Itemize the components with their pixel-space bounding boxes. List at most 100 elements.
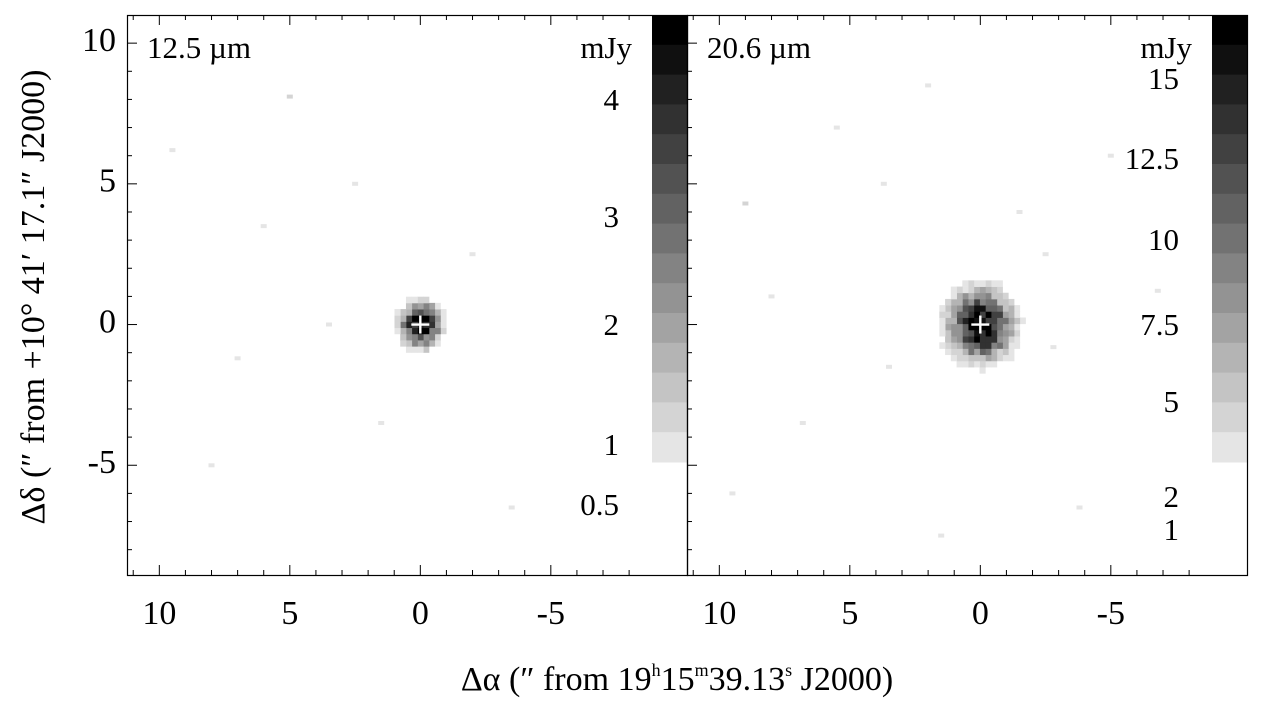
source-pixel [1013,311,1021,318]
source-pixel [985,292,992,300]
source-pixel [996,323,1003,331]
source-pixel [411,333,418,341]
source-pixel [1002,336,1009,343]
colorbar-tick-label: 0.5 [580,487,619,522]
source-pixel [945,317,952,325]
x-tick-label: 10 [142,595,176,632]
colorbar-step [652,44,687,76]
source-pixel [411,327,418,335]
source-pixel [996,311,1003,318]
colorbar-step [1212,283,1247,314]
source-pixel [962,317,969,325]
noise-speckle [729,491,736,496]
y-tick-label: 10 [82,22,116,59]
noise-speckle [768,294,775,299]
source-pixel [405,309,413,316]
source-pixel [962,360,969,368]
source-pixel [1008,329,1015,337]
noise-speckle [742,201,749,206]
colorbar-tick-label: 12.5 [1125,141,1179,176]
source-pixel [973,329,980,337]
colorbar-step [652,342,687,374]
colorbar-step [1212,193,1247,225]
source-pixel [956,336,963,343]
source-pixel [1008,323,1015,331]
source-pixel [973,336,980,343]
source-pixel [985,329,992,337]
source-pixel [400,309,407,316]
noise-speckle [326,322,332,327]
source-pixel [411,302,418,310]
source-pixel [950,298,957,306]
source-pixel [973,348,980,356]
source-pixel [1002,292,1009,300]
source-pixel [962,354,969,362]
source-pixel [1008,317,1015,325]
source-pixel [939,311,946,318]
source-pixel [956,305,963,312]
colorbar-tick-label: 7.5 [1140,307,1179,342]
source-pixel [400,333,407,341]
colorbar-step [1212,134,1247,165]
source-pixel [973,292,980,300]
noise-speckle [1050,345,1057,350]
source-pixel [968,348,975,356]
source-pixel [440,327,447,335]
source-pixel [1002,317,1009,325]
source-pixel [985,305,992,312]
source-pixel [991,342,998,349]
source-pixel [991,348,998,356]
colorbar-step [1212,44,1247,76]
source-pixel [956,311,963,318]
noise-speckle [1016,210,1023,214]
source-pixel [979,305,986,312]
source-pixel [985,311,992,318]
colorbar-step [652,223,687,254]
source-pixel [950,286,957,294]
source-pixel [962,336,969,343]
source-pixel [405,340,413,347]
source-pixel [996,348,1003,356]
colorbar-tick-label: 15 [1148,61,1179,96]
source-pixel [962,305,969,312]
source-pixel [962,311,969,318]
source-pixel [394,327,401,335]
source-pixel [968,336,975,343]
source-pixel [423,309,430,316]
source-pixel [991,336,998,343]
colorbar-step [652,104,687,135]
x-tick-label: 5 [281,595,298,632]
source-pixel [968,298,975,306]
source-pixel [956,292,963,300]
source-pixel [985,280,992,287]
colorbar-tick-label: 2 [1164,479,1180,514]
source-pixel [411,340,418,347]
source-pixel [411,346,418,353]
source-pixel [1008,354,1015,362]
source-pixel [417,346,424,353]
colorbar-step [1212,104,1247,135]
source-pixel [973,342,980,349]
source-pixel [1013,329,1021,337]
source-pixel [428,302,436,310]
tick-layer [127,15,1190,575]
source-pixel [939,342,946,349]
colorbar-step [652,402,687,433]
source-pixel [979,367,986,374]
source-pixel [394,315,401,322]
source-pixel [962,280,969,287]
source-pixel [945,311,952,318]
source-pixel [1002,298,1009,306]
source-pixel [1002,311,1009,318]
source-pixel [973,311,980,318]
colorbar-step [652,253,687,284]
source-pixel [968,292,975,300]
source-pixel [950,323,957,331]
source-pixel [1008,336,1015,343]
x-tick-label: 0 [972,595,989,632]
y-axis-title: Δδ (″ from +10° 41′ 17.1″ J2000) [15,70,52,525]
source-pixel [417,302,424,310]
source-pixel [985,348,992,356]
